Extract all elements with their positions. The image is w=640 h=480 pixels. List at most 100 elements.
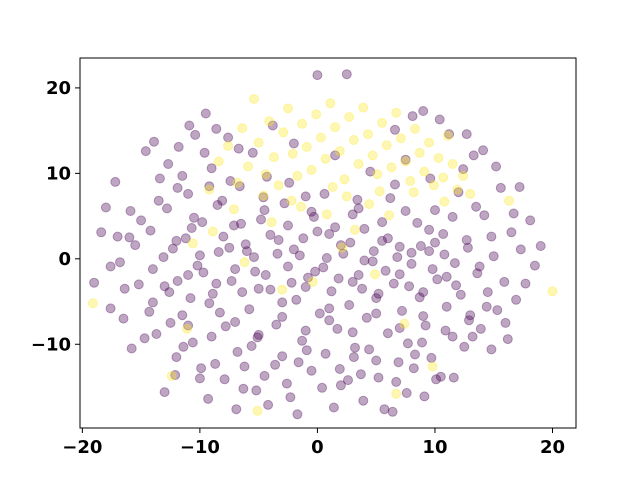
scatter-point — [355, 369, 366, 380]
scatter-point — [344, 112, 355, 122]
scatter-point — [385, 193, 396, 204]
scatter-point — [371, 293, 382, 304]
scatter-point — [459, 341, 470, 352]
scatter-point — [427, 264, 438, 275]
scatter-point — [449, 258, 460, 269]
scatter-point — [405, 176, 416, 186]
scatter-point — [105, 303, 116, 314]
scatter-point — [447, 331, 458, 342]
scatter-point — [406, 247, 417, 258]
scatter-point — [458, 164, 469, 175]
scatter-point — [439, 249, 450, 260]
scatter-point — [380, 265, 391, 276]
scatter-point — [96, 227, 107, 238]
scatter-point — [433, 153, 444, 163]
scatter-point — [182, 323, 192, 334]
scatter-point — [171, 352, 182, 363]
scatter-point — [183, 320, 194, 331]
scatter-point — [377, 117, 388, 128]
scatter-point — [204, 298, 215, 309]
scatter-point — [339, 174, 350, 185]
scatter-point — [475, 323, 486, 334]
scatter-point — [230, 264, 241, 275]
scatter-point — [424, 246, 435, 257]
scatter-point — [381, 140, 392, 151]
scatter-point — [500, 317, 511, 328]
scatter-point — [499, 276, 510, 287]
scatter-point — [397, 305, 407, 316]
scatter-point — [158, 252, 169, 263]
points-layer — [87, 69, 558, 420]
scatter-point — [300, 282, 311, 292]
scatter-point — [391, 376, 402, 387]
scatter-point — [347, 209, 358, 220]
scatter-point — [347, 276, 358, 287]
scatter-point — [350, 342, 360, 353]
scatter-point — [361, 312, 372, 323]
scatter-point — [264, 116, 275, 127]
scatter-point — [249, 252, 259, 263]
scatter-point — [408, 363, 419, 374]
scatter-point — [462, 242, 473, 253]
scatter-point — [514, 182, 525, 192]
scatter-point — [277, 297, 288, 308]
scatter-point — [427, 361, 438, 372]
scatter-point — [320, 348, 331, 359]
scatter-point — [297, 118, 308, 129]
scatter-point — [256, 214, 266, 225]
scatter-point — [140, 146, 151, 157]
scatter-point — [273, 180, 284, 191]
scatter-point — [464, 315, 474, 326]
scatter-point — [317, 382, 328, 393]
scatter-point — [187, 337, 198, 348]
scatter-point — [284, 177, 295, 188]
scatter-point — [404, 281, 415, 292]
scatter-point — [172, 182, 183, 193]
scatter-point — [265, 284, 276, 295]
scatter-point — [277, 284, 288, 295]
scatter-point — [307, 276, 318, 287]
scatter-point — [286, 195, 297, 206]
x-tick-label: −20 — [62, 437, 102, 458]
scatter-point — [124, 232, 135, 243]
scatter-point — [297, 335, 308, 346]
scatter-point — [371, 355, 382, 366]
scatter-point — [198, 267, 209, 278]
scatter-point — [306, 164, 317, 175]
y-axis: −10 0 10 20 — [31, 78, 80, 355]
scatter-point — [244, 304, 255, 315]
scatter-point — [458, 170, 469, 181]
scatter-point — [126, 343, 137, 354]
scatter-point — [212, 200, 223, 210]
scatter-point — [324, 315, 335, 326]
scatter-point — [288, 138, 299, 149]
x-tick-label: 0 — [311, 437, 324, 458]
scatter-point — [204, 184, 215, 195]
scatter-point — [335, 380, 346, 391]
scatter-point — [344, 300, 355, 310]
scatter-point — [394, 241, 405, 252]
scatter-point — [358, 395, 369, 406]
scatter-point — [190, 129, 201, 140]
scatter-point — [183, 270, 194, 280]
scatter-point — [400, 156, 411, 167]
scatter-point — [481, 301, 492, 312]
x-tick-label: −10 — [180, 437, 220, 458]
scatter-point — [258, 192, 269, 203]
scatter-point — [213, 156, 224, 167]
scatter-point — [391, 388, 402, 399]
scatter-point — [306, 206, 317, 217]
scatter-point — [424, 137, 435, 148]
scatter-point — [298, 233, 309, 244]
scatter-point — [465, 188, 476, 199]
scatter-point — [220, 321, 231, 332]
scatter-point — [535, 241, 546, 251]
scatter-point — [105, 261, 116, 272]
y-tick-label: 20 — [46, 78, 71, 99]
scatter-point — [283, 220, 293, 231]
scatter-point — [312, 226, 323, 237]
scatter-point — [170, 370, 181, 380]
scatter-point — [213, 247, 224, 257]
scatter-point — [468, 150, 479, 161]
scatter-point — [292, 409, 303, 420]
